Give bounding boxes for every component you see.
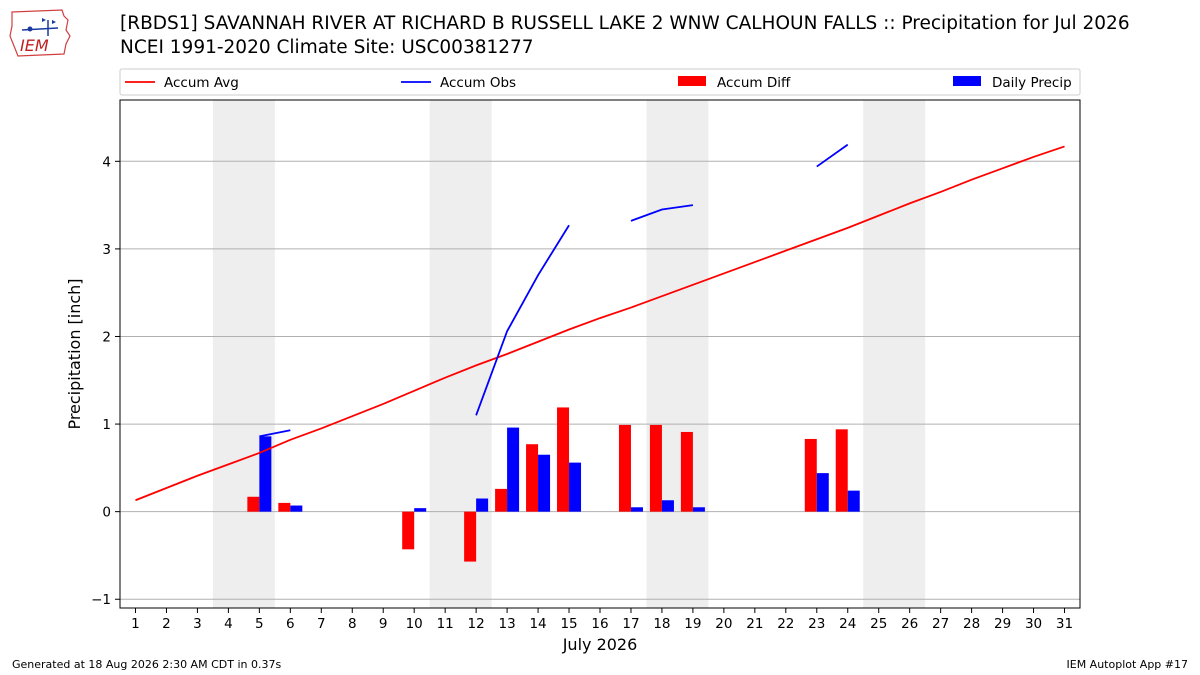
x-tick-label: 26 xyxy=(901,616,918,632)
chart-title: [RBDS1] SAVANNAH RIVER AT RICHARD B RUSS… xyxy=(120,13,1130,34)
daily-precip-bar xyxy=(507,427,520,512)
accum-diff-bar xyxy=(618,424,631,512)
accum-diff-bar xyxy=(495,488,508,512)
daily-precip-bar xyxy=(816,473,829,512)
accum-diff-bar xyxy=(526,444,539,512)
x-tick-label: 15 xyxy=(560,616,577,632)
x-tick-label: 30 xyxy=(1025,616,1042,632)
weekend-band xyxy=(212,100,275,608)
x-tick-label: 28 xyxy=(963,616,980,632)
accum-diff-bar xyxy=(464,511,477,562)
x-tick-label: 25 xyxy=(870,616,887,632)
iem-logo: IEM xyxy=(8,6,72,62)
x-tick-label: 5 xyxy=(255,616,264,632)
y-tick-label: 2 xyxy=(102,329,111,345)
y-tick-label: 4 xyxy=(102,154,111,170)
y-tick-label: 0 xyxy=(102,505,111,521)
daily-precip-bar xyxy=(847,490,860,512)
daily-precip-bar xyxy=(414,508,427,512)
chart-subtitle: NCEI 1991-2020 Climate Site: USC00381277 xyxy=(120,37,534,58)
x-tick-label: 6 xyxy=(286,616,295,632)
daily-precip-bar xyxy=(630,507,643,512)
legend-swatch xyxy=(678,76,706,86)
x-tick-label: 1 xyxy=(131,616,140,632)
x-tick-label: 19 xyxy=(684,616,701,632)
x-tick-label: 27 xyxy=(932,616,949,632)
x-tick-label: 14 xyxy=(529,616,546,632)
x-tick-label: 17 xyxy=(622,616,639,632)
daily-precip-bar xyxy=(259,436,272,512)
accum-diff-bar xyxy=(835,429,848,512)
daily-precip-bar xyxy=(290,505,303,512)
legend-label: Accum Diff xyxy=(717,75,791,91)
x-axis-label: July 2026 xyxy=(562,635,638,654)
weekend-band xyxy=(429,100,492,608)
legend-box xyxy=(119,68,1081,96)
x-tick-label: 9 xyxy=(379,616,388,632)
x-tick-label: 21 xyxy=(746,616,763,632)
x-tick-label: 8 xyxy=(348,616,357,632)
x-tick-label: 2 xyxy=(162,616,171,632)
accum-diff-bar xyxy=(649,424,662,512)
accum-obs-line xyxy=(630,204,694,222)
accum-diff-bar xyxy=(680,431,693,512)
x-tick-label: 16 xyxy=(591,616,608,632)
x-tick-label: 20 xyxy=(715,616,732,632)
daily-precip-bar xyxy=(661,500,674,512)
accum-diff-bar xyxy=(247,496,260,512)
x-tick-label: 11 xyxy=(437,616,454,632)
y-axis-label: Precipitation [inch] xyxy=(65,278,84,429)
x-tick-label: 24 xyxy=(839,616,856,632)
accum-obs-line xyxy=(816,143,849,168)
legend-label: Daily Precip xyxy=(992,75,1072,91)
y-tick-label: 1 xyxy=(102,417,111,433)
daily-precip-bar xyxy=(569,462,582,512)
y-tick-label: 3 xyxy=(102,242,111,258)
accum-diff-bar xyxy=(278,502,291,512)
accum-obs-line xyxy=(475,224,570,416)
logo-text: IEM xyxy=(20,36,49,55)
weekend-band xyxy=(646,100,709,608)
y-tick-label: −1 xyxy=(91,592,111,608)
accum-diff-bar xyxy=(557,407,570,512)
x-tick-label: 29 xyxy=(994,616,1011,632)
x-tick-label: 12 xyxy=(468,616,485,632)
weekend-band xyxy=(863,100,926,608)
generated-note: Generated at 18 Aug 2026 2:30 AM CDT in … xyxy=(12,658,282,671)
x-tick-label: 10 xyxy=(406,616,423,632)
x-tick-label: 13 xyxy=(499,616,516,632)
x-tick-label: 4 xyxy=(224,616,233,632)
daily-precip-bar xyxy=(476,498,489,512)
x-tick-label: 3 xyxy=(193,616,202,632)
accum-diff-bar xyxy=(402,511,415,550)
legend-swatch xyxy=(953,76,981,86)
accum-avg-line xyxy=(135,145,1065,502)
legend-label: Accum Obs xyxy=(440,75,516,91)
daily-precip-bar xyxy=(538,454,551,512)
accum-obs-line xyxy=(259,429,291,438)
x-tick-label: 31 xyxy=(1056,616,1073,632)
app-note: IEM Autoplot App #17 xyxy=(1066,658,1189,671)
legend-label: Accum Avg xyxy=(164,75,239,91)
daily-precip-bar xyxy=(692,507,705,512)
accum-diff-bar xyxy=(804,438,817,512)
x-tick-label: 23 xyxy=(808,616,825,632)
x-tick-label: 22 xyxy=(777,616,794,632)
x-tick-label: 7 xyxy=(317,616,326,632)
x-tick-label: 18 xyxy=(653,616,670,632)
